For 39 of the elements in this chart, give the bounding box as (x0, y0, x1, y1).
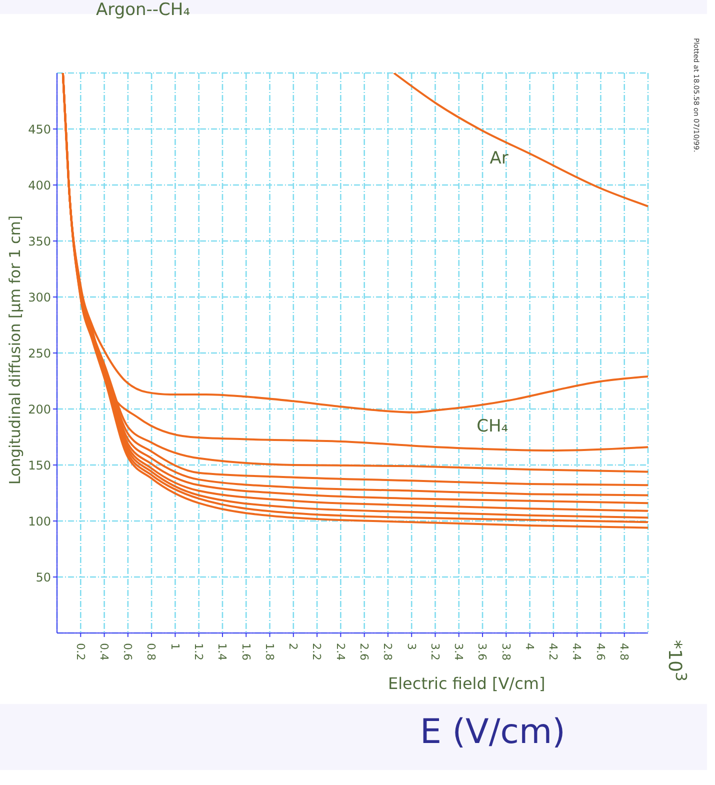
x-tick-label: 0.2 (74, 643, 87, 660)
series-label: CH₄ (476, 416, 508, 437)
x-tick-label: 1 (168, 643, 182, 650)
y-tick-label: 450 (28, 122, 51, 136)
x-tick-label: 2.8 (381, 643, 394, 660)
y-tick-label: 250 (28, 346, 51, 360)
y-tick-label: 150 (28, 458, 51, 472)
x-tick-label: 0.8 (144, 643, 158, 660)
y-tick-label: 400 (28, 178, 51, 192)
x-tick-label: 3.8 (499, 643, 512, 660)
y-tick-label: 50 (36, 570, 51, 584)
chart-title: Argon--CH₄ (96, 0, 190, 20)
y-axis-title: Longitudinal diffusion [μm for 1 cm] (6, 214, 24, 487)
x-tick-label: 1.6 (239, 643, 252, 660)
x-tick-label: 1.2 (192, 643, 205, 660)
y-tick-label: 350 (28, 234, 51, 248)
x-tick-label: 4 (522, 643, 536, 650)
x-tick-label: 1.8 (262, 643, 276, 660)
x-tick-label: 4.4 (570, 643, 584, 660)
x-axis-title: Electric field [V/cm] (388, 674, 546, 693)
x-tick-label: 3.4 (452, 643, 466, 660)
x-tick-label: 3.6 (476, 643, 489, 660)
x-tick-label: 2.6 (357, 643, 370, 660)
x-tick-label: 0.6 (121, 643, 134, 660)
x-tick-label: 4.8 (618, 643, 631, 660)
x-tick-label: 1.4 (216, 643, 229, 660)
x-tick-label: 3.2 (428, 643, 442, 660)
x-tick-label: 2.4 (334, 643, 347, 660)
series-label: Ar (490, 148, 508, 169)
text: E (V/cm) (420, 712, 566, 752)
x-tick-label: 4.2 (546, 643, 560, 660)
y-tick-label: 100 (28, 514, 51, 528)
y-tick-label: 300 (28, 290, 51, 304)
x-tick-label: 4.6 (594, 643, 607, 660)
x-tick-label: 2.2 (310, 643, 324, 660)
x-tick-label: 0.4 (97, 643, 110, 660)
x-tick-label: 2 (286, 643, 300, 650)
y-tick-label: 200 (28, 402, 51, 416)
x-tick-label: 3 (404, 643, 418, 650)
